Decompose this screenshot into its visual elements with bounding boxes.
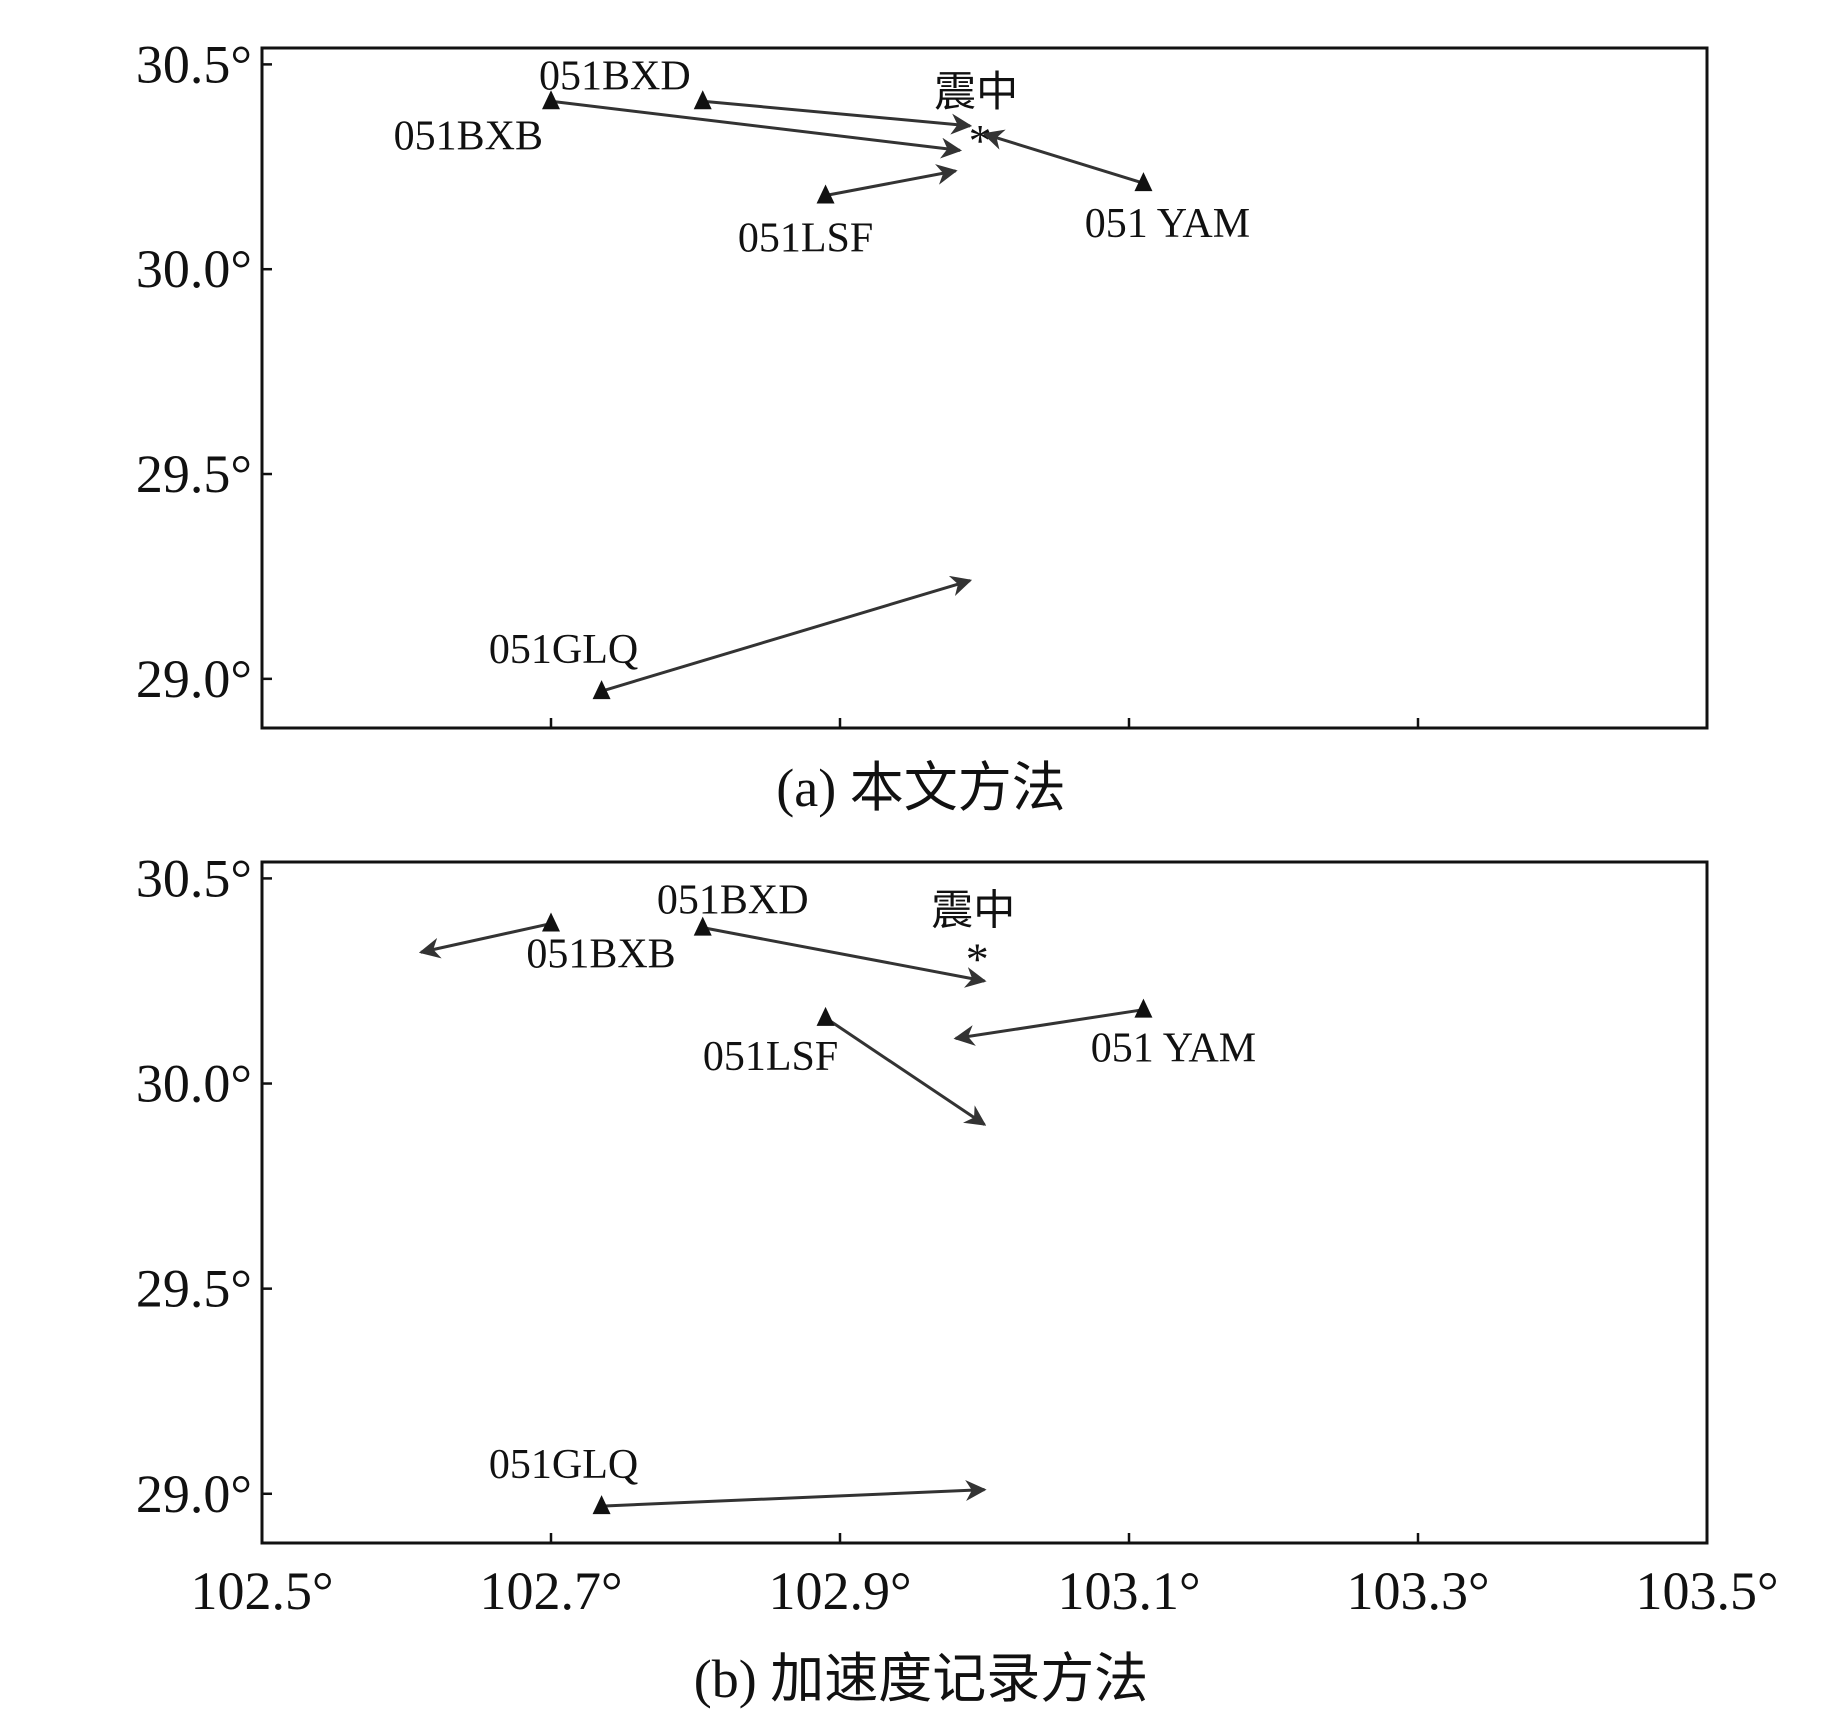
station-marker <box>816 184 835 204</box>
y-tick-label: 30.0° <box>136 239 252 299</box>
station-arrow <box>824 1016 987 1126</box>
station-arrow <box>825 164 958 197</box>
station-label: 051BXB <box>394 113 543 159</box>
x-tick-label: 103.3° <box>1346 1561 1489 1621</box>
plot-frame <box>260 860 1709 1545</box>
x-tick-label: 103.5° <box>1635 1561 1778 1621</box>
station-arrow <box>601 575 973 693</box>
y-tick-label: 30.0° <box>136 1054 252 1114</box>
panel-b-caption: (b) 加速度记录方法 <box>694 1649 1148 1709</box>
station-marker <box>1134 172 1153 192</box>
plot-frame <box>260 46 1709 730</box>
station-label: 051GLQ <box>489 627 638 673</box>
station-label: 051LSF <box>703 1034 838 1080</box>
station-marker <box>693 90 712 110</box>
station-arrow <box>702 99 973 135</box>
station-marker <box>1134 998 1153 1018</box>
station-label: 051 YAM <box>1091 1026 1256 1072</box>
y-tick-label: 29.0° <box>136 1464 252 1524</box>
y-tick-label: 30.5° <box>136 848 252 908</box>
station-marker <box>592 1495 611 1515</box>
panel-a-caption: (a) 本文方法 <box>776 758 1065 818</box>
station-marker <box>816 1006 835 1026</box>
station-label: 051 YAM <box>1085 201 1250 247</box>
station-marker <box>592 680 611 700</box>
epicenter-label: 震中 <box>931 888 1015 934</box>
station-arrow <box>702 926 987 988</box>
x-tick-label: 103.1° <box>1057 1561 1200 1621</box>
station-arrow <box>982 129 1144 185</box>
station-arrow <box>550 99 963 159</box>
station-arrow <box>418 922 552 959</box>
panel-a-map: 30.5° 30.0° 29.5° 29.0° *震中 051BXB 051BXD 051LS… <box>136 34 1709 730</box>
station-arrow <box>601 1479 987 1508</box>
epicenter-marker: * <box>969 115 992 166</box>
x-tick-label: 102.9° <box>768 1561 911 1621</box>
station-marker <box>693 916 712 936</box>
y-tick-label: 29.5° <box>136 444 252 504</box>
y-tick-label: 30.5° <box>136 34 252 94</box>
station-label: 051GLQ <box>489 1442 638 1488</box>
y-tick-label: 29.5° <box>136 1259 252 1319</box>
station-marker <box>542 912 560 932</box>
station-marker <box>542 90 560 110</box>
station-arrow <box>953 1008 1144 1046</box>
panel-b-map: 30.5° 30.0° 29.5° 29.0° 102.5° 102.7° 102.9° 10… <box>136 848 1779 1621</box>
x-tick-label: 102.7° <box>479 1561 622 1621</box>
x-tick-label: 102.5° <box>190 1561 333 1621</box>
station-label: 051BXD <box>539 53 691 99</box>
station-label: 051LSF <box>738 215 873 261</box>
station-label: 051BXB <box>526 932 675 978</box>
station-label: 051BXD <box>657 878 809 924</box>
epicenter-label: 震中 <box>934 70 1018 116</box>
y-tick-label: 29.0° <box>136 649 252 709</box>
